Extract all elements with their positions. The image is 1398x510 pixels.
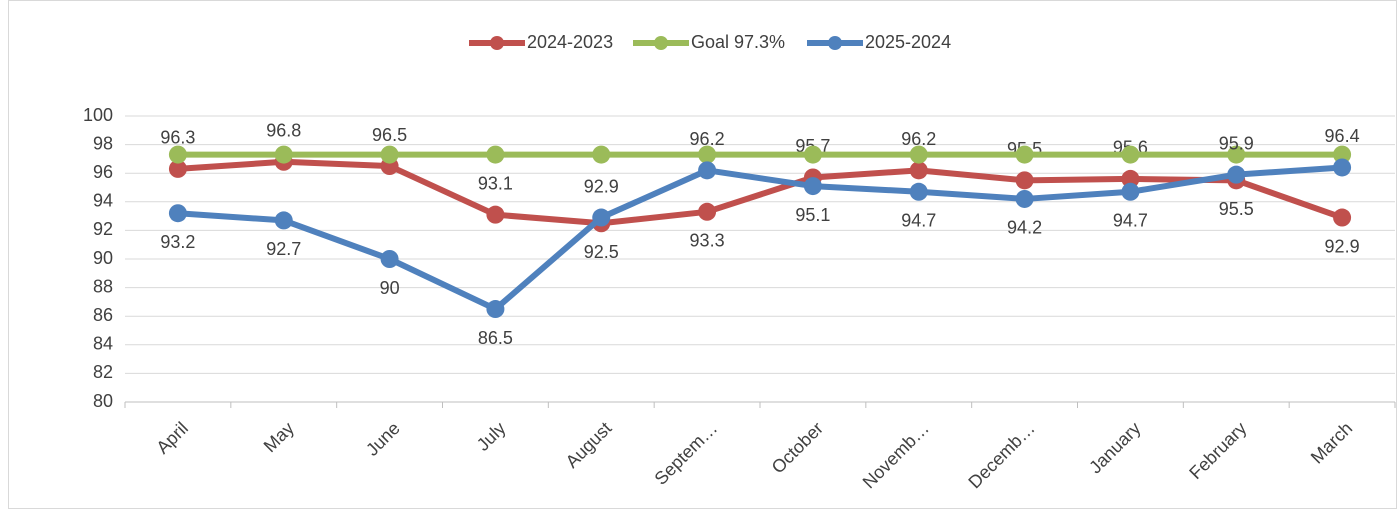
- point: [1227, 165, 1246, 184]
- point: [1121, 182, 1140, 201]
- point: [274, 145, 293, 164]
- point: [168, 145, 187, 164]
- data-label: 96.2: [901, 129, 936, 149]
- y-tick-label: 80: [93, 391, 113, 411]
- point: [698, 161, 717, 180]
- y-tick-label: 94: [93, 191, 113, 211]
- data-label: 92.9: [584, 176, 619, 196]
- y-tick-label: 96: [93, 162, 113, 182]
- series-line: [177, 164, 1343, 313]
- data-label: 92.9: [1325, 236, 1360, 256]
- data-label: 92.5: [584, 242, 619, 262]
- y-tick-label: 100: [83, 105, 113, 125]
- data-label: 95.1: [795, 205, 830, 225]
- point: [486, 205, 505, 224]
- data-label: 94.7: [901, 211, 936, 231]
- point: [1121, 169, 1140, 188]
- point: [1121, 145, 1140, 164]
- point: [1015, 171, 1034, 190]
- point: [803, 145, 822, 164]
- point: [1015, 145, 1034, 164]
- point: [274, 211, 293, 230]
- data-label: 94.7: [1113, 211, 1148, 231]
- y-tick-label: 88: [93, 276, 113, 296]
- data-label: 92.7: [266, 239, 301, 259]
- data-label: 96.8: [266, 121, 301, 141]
- data-label: 96.4: [1325, 126, 1360, 146]
- chart-frame: [8, 0, 1397, 509]
- data-label: 93.1: [478, 173, 513, 193]
- y-tick-label: 90: [93, 248, 113, 268]
- point: [380, 250, 399, 268]
- point: [909, 145, 928, 164]
- data-label: 90: [380, 278, 400, 298]
- legend-label: Goal 97.3%: [691, 32, 785, 52]
- point: [486, 145, 505, 164]
- point: [592, 208, 611, 227]
- point: [803, 177, 822, 196]
- y-tick-label: 84: [93, 334, 113, 354]
- y-tick-label: 82: [93, 362, 113, 382]
- data-label: 93.3: [690, 231, 725, 251]
- data-label: 96.5: [372, 125, 407, 145]
- legend-marker: [654, 36, 668, 50]
- point: [380, 145, 399, 164]
- data-label: 86.5: [478, 328, 513, 348]
- data-label: 95.5: [1219, 199, 1254, 219]
- data-label: 93.2: [160, 232, 195, 252]
- point: [486, 300, 505, 319]
- legend-label: 2024-2023: [527, 32, 613, 52]
- point: [698, 202, 717, 221]
- point: [909, 161, 928, 180]
- data-label: 96.3: [160, 128, 195, 148]
- point: [1333, 145, 1352, 164]
- series-line: [177, 158, 1344, 227]
- point: [168, 159, 187, 178]
- y-tick-label: 92: [93, 219, 113, 239]
- data-label: 96.2: [690, 129, 725, 149]
- data-label: 95.9: [1219, 133, 1254, 153]
- point: [698, 145, 717, 164]
- point: [1227, 145, 1246, 164]
- point: [168, 204, 187, 223]
- point: [1333, 208, 1352, 227]
- y-tick-label: 98: [93, 133, 113, 153]
- point: [1333, 158, 1352, 177]
- legend-marker: [828, 36, 842, 50]
- legend-label: 2025-2024: [865, 32, 951, 52]
- data-label: 94.2: [1007, 218, 1042, 238]
- point: [1015, 189, 1034, 208]
- y-tick-label: 86: [93, 305, 113, 325]
- legend-marker: [490, 36, 504, 50]
- point: [909, 182, 928, 201]
- point: [592, 145, 611, 164]
